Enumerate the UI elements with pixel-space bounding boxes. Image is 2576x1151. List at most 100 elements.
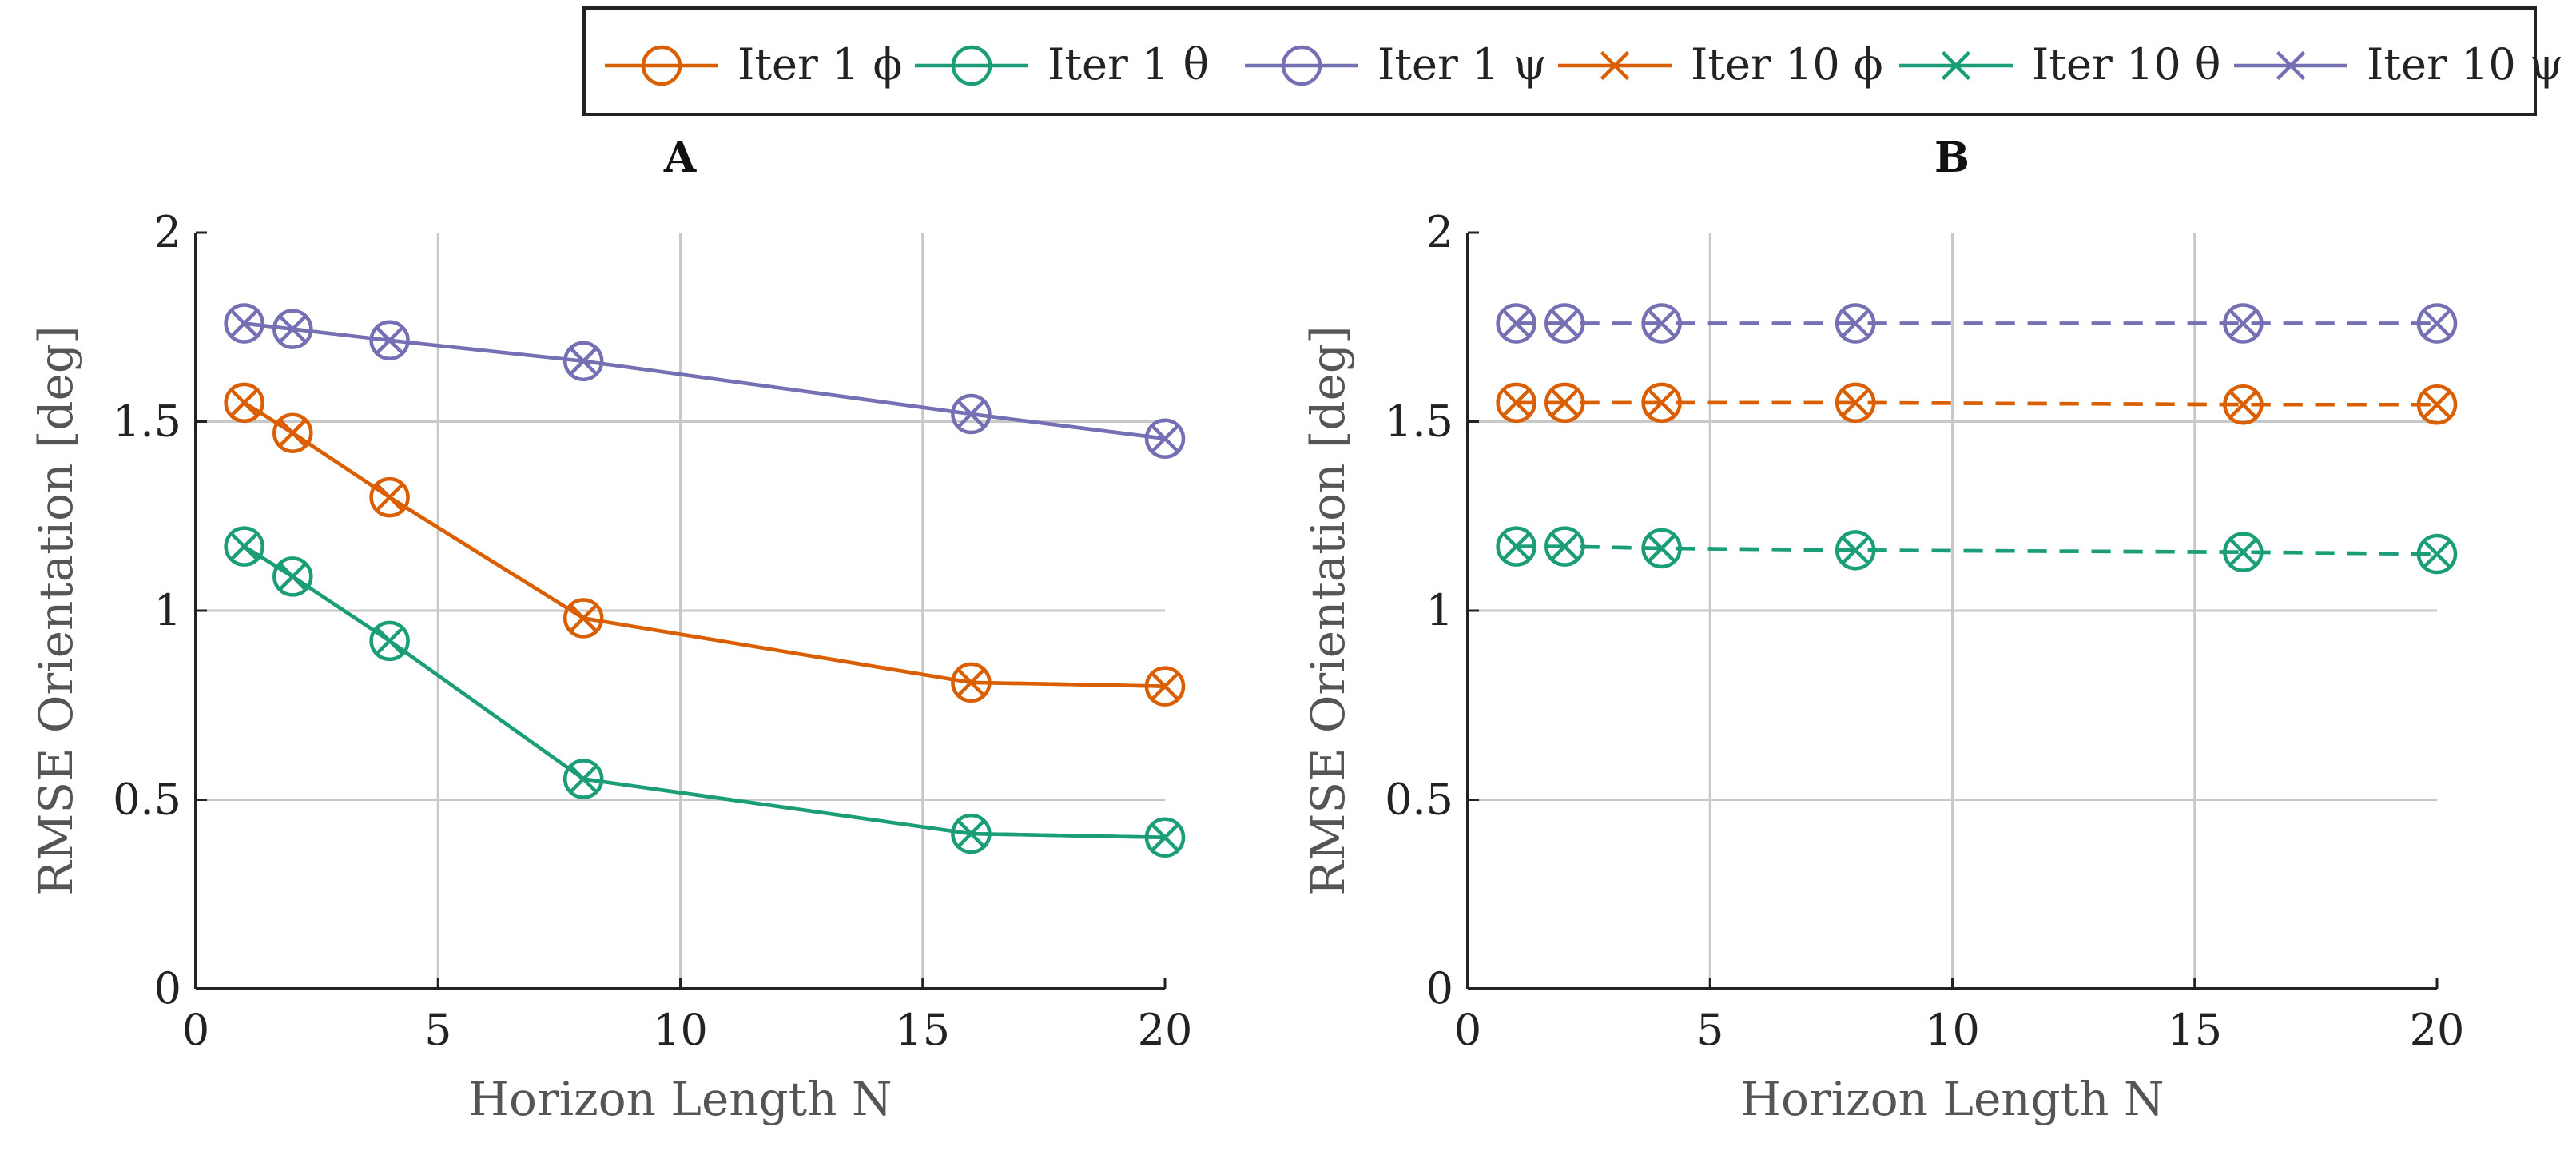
- legend-entry-2: Iter 1 θ: [915, 39, 1209, 90]
- legend-marker: [2276, 50, 2306, 81]
- data-point: [2228, 390, 2258, 420]
- y-axis-label: RMSE Orientation [deg]: [1301, 325, 1355, 895]
- series-4: [1501, 388, 2452, 420]
- data-point: [278, 314, 308, 344]
- data-point: [569, 603, 598, 633]
- legend-marker: [1941, 50, 1971, 81]
- x-tick-label: 0: [182, 1005, 209, 1055]
- data-point: [369, 320, 410, 361]
- x-axis-label: Horizon Length N: [1740, 1072, 2164, 1126]
- legend-label: Iter 1 ψ: [1377, 39, 1547, 90]
- data-point: [369, 476, 410, 518]
- legend-marker: [1281, 45, 1322, 86]
- data-point: [375, 482, 404, 512]
- legend-label: Iter 10 ψ: [2367, 39, 2563, 90]
- series-4: [229, 388, 1180, 701]
- legend-entry-1: Iter 1 ϕ: [605, 39, 902, 90]
- data-point: [1647, 533, 1676, 564]
- data-point: [278, 562, 308, 591]
- y-tick-label: 0: [1426, 963, 1453, 1014]
- data-point: [1841, 388, 1870, 418]
- legend-entry-4: Iter 10 ϕ: [1558, 39, 1883, 90]
- data-point: [563, 759, 604, 799]
- series-line: [244, 321, 1166, 441]
- legend-label: Iter 1 ϕ: [737, 39, 902, 90]
- data-point: [375, 325, 404, 355]
- x-tick-label: 15: [895, 1005, 950, 1055]
- data-point: [1501, 532, 1531, 561]
- legend-box: [582, 6, 2537, 116]
- data-point: [1647, 309, 1676, 338]
- legend-label: Iter 10 ϕ: [1691, 39, 1883, 90]
- data-point: [569, 764, 598, 794]
- data-point: [375, 626, 404, 655]
- data-point: [1150, 671, 1180, 701]
- series-line: [243, 544, 1166, 840]
- series-line: [1516, 544, 2438, 556]
- data-point: [369, 620, 410, 662]
- data-point: [951, 393, 992, 435]
- data-point: [1550, 532, 1580, 561]
- data-point: [1150, 424, 1180, 453]
- data-point: [1501, 388, 1531, 418]
- legend-entry-6: Iter 10 ψ: [2234, 39, 2563, 90]
- series-6: [1501, 309, 2452, 338]
- data-point: [272, 556, 313, 597]
- data-point: [1550, 309, 1580, 338]
- data-point: [2228, 309, 2258, 338]
- x-axis-label: Horizon Length N: [468, 1072, 892, 1126]
- data-point: [272, 309, 313, 349]
- data-point: [2422, 390, 2452, 420]
- data-point: [272, 412, 313, 453]
- data-point: [569, 346, 598, 376]
- data-point: [229, 309, 259, 338]
- legend-marker: [1600, 50, 1630, 81]
- legend-marker: [641, 45, 682, 86]
- series-2: [224, 526, 1186, 858]
- x-tick-label: 0: [1454, 1005, 1481, 1055]
- legend-label: Iter 1 θ: [1047, 39, 1209, 90]
- y-tick-label: 1: [1426, 585, 1453, 635]
- data-point: [229, 532, 259, 561]
- x-tick-label: 20: [2410, 1005, 2465, 1055]
- x-tick-label: 15: [2167, 1005, 2222, 1055]
- series-line: [243, 544, 1166, 840]
- data-point: [1144, 418, 1186, 460]
- x-tick-label: 20: [1138, 1005, 1193, 1055]
- legend-label: Iter 10 θ: [2032, 39, 2220, 90]
- y-tick-label: 0.5: [113, 775, 181, 825]
- data-point: [224, 526, 264, 567]
- y-tick-label: 2: [154, 207, 181, 257]
- x-tick-label: 10: [653, 1005, 708, 1055]
- x-tick-label: 5: [424, 1005, 451, 1055]
- series-line: [243, 400, 1166, 688]
- data-point: [278, 418, 308, 448]
- data-point: [956, 399, 986, 429]
- chart-panel-b: 0 5 10 15 20 0 0.5 1 1.5 2 B Horizon Length N RMSE O…: [1301, 133, 2464, 1126]
- y-tick-label: 0.5: [1385, 775, 1453, 825]
- x-tick-label: 5: [1696, 1005, 1723, 1055]
- legend-entry-5: Iter 10 θ: [1899, 39, 2220, 90]
- legend: Iter 1 ϕ Iter 1 θ Iter 1 ψ Iter 10 ϕ Iter 10…: [582, 6, 2563, 116]
- series-3: [224, 303, 1186, 460]
- y-tick-label: 1.5: [1385, 396, 1453, 447]
- legend-entry-3: Iter 1 ψ: [1245, 39, 1547, 90]
- series-5: [229, 532, 1180, 852]
- series-line: [243, 400, 1166, 688]
- y-tick-label: 1.5: [113, 396, 181, 447]
- series-line: [1516, 400, 2437, 407]
- panel-title: B: [1934, 133, 1970, 182]
- data-point: [1150, 822, 1180, 852]
- x-tick-label: 10: [1925, 1005, 1980, 1055]
- data-point: [563, 341, 604, 382]
- series-6: [229, 309, 1180, 453]
- data-point: [1647, 388, 1676, 418]
- data-point: [1841, 309, 1870, 338]
- data-point: [1550, 388, 1580, 418]
- data-point: [563, 598, 604, 639]
- data-point: [229, 388, 259, 418]
- data-point: [956, 667, 986, 698]
- data-point: [2422, 539, 2452, 569]
- y-tick-label: 0: [154, 963, 181, 1014]
